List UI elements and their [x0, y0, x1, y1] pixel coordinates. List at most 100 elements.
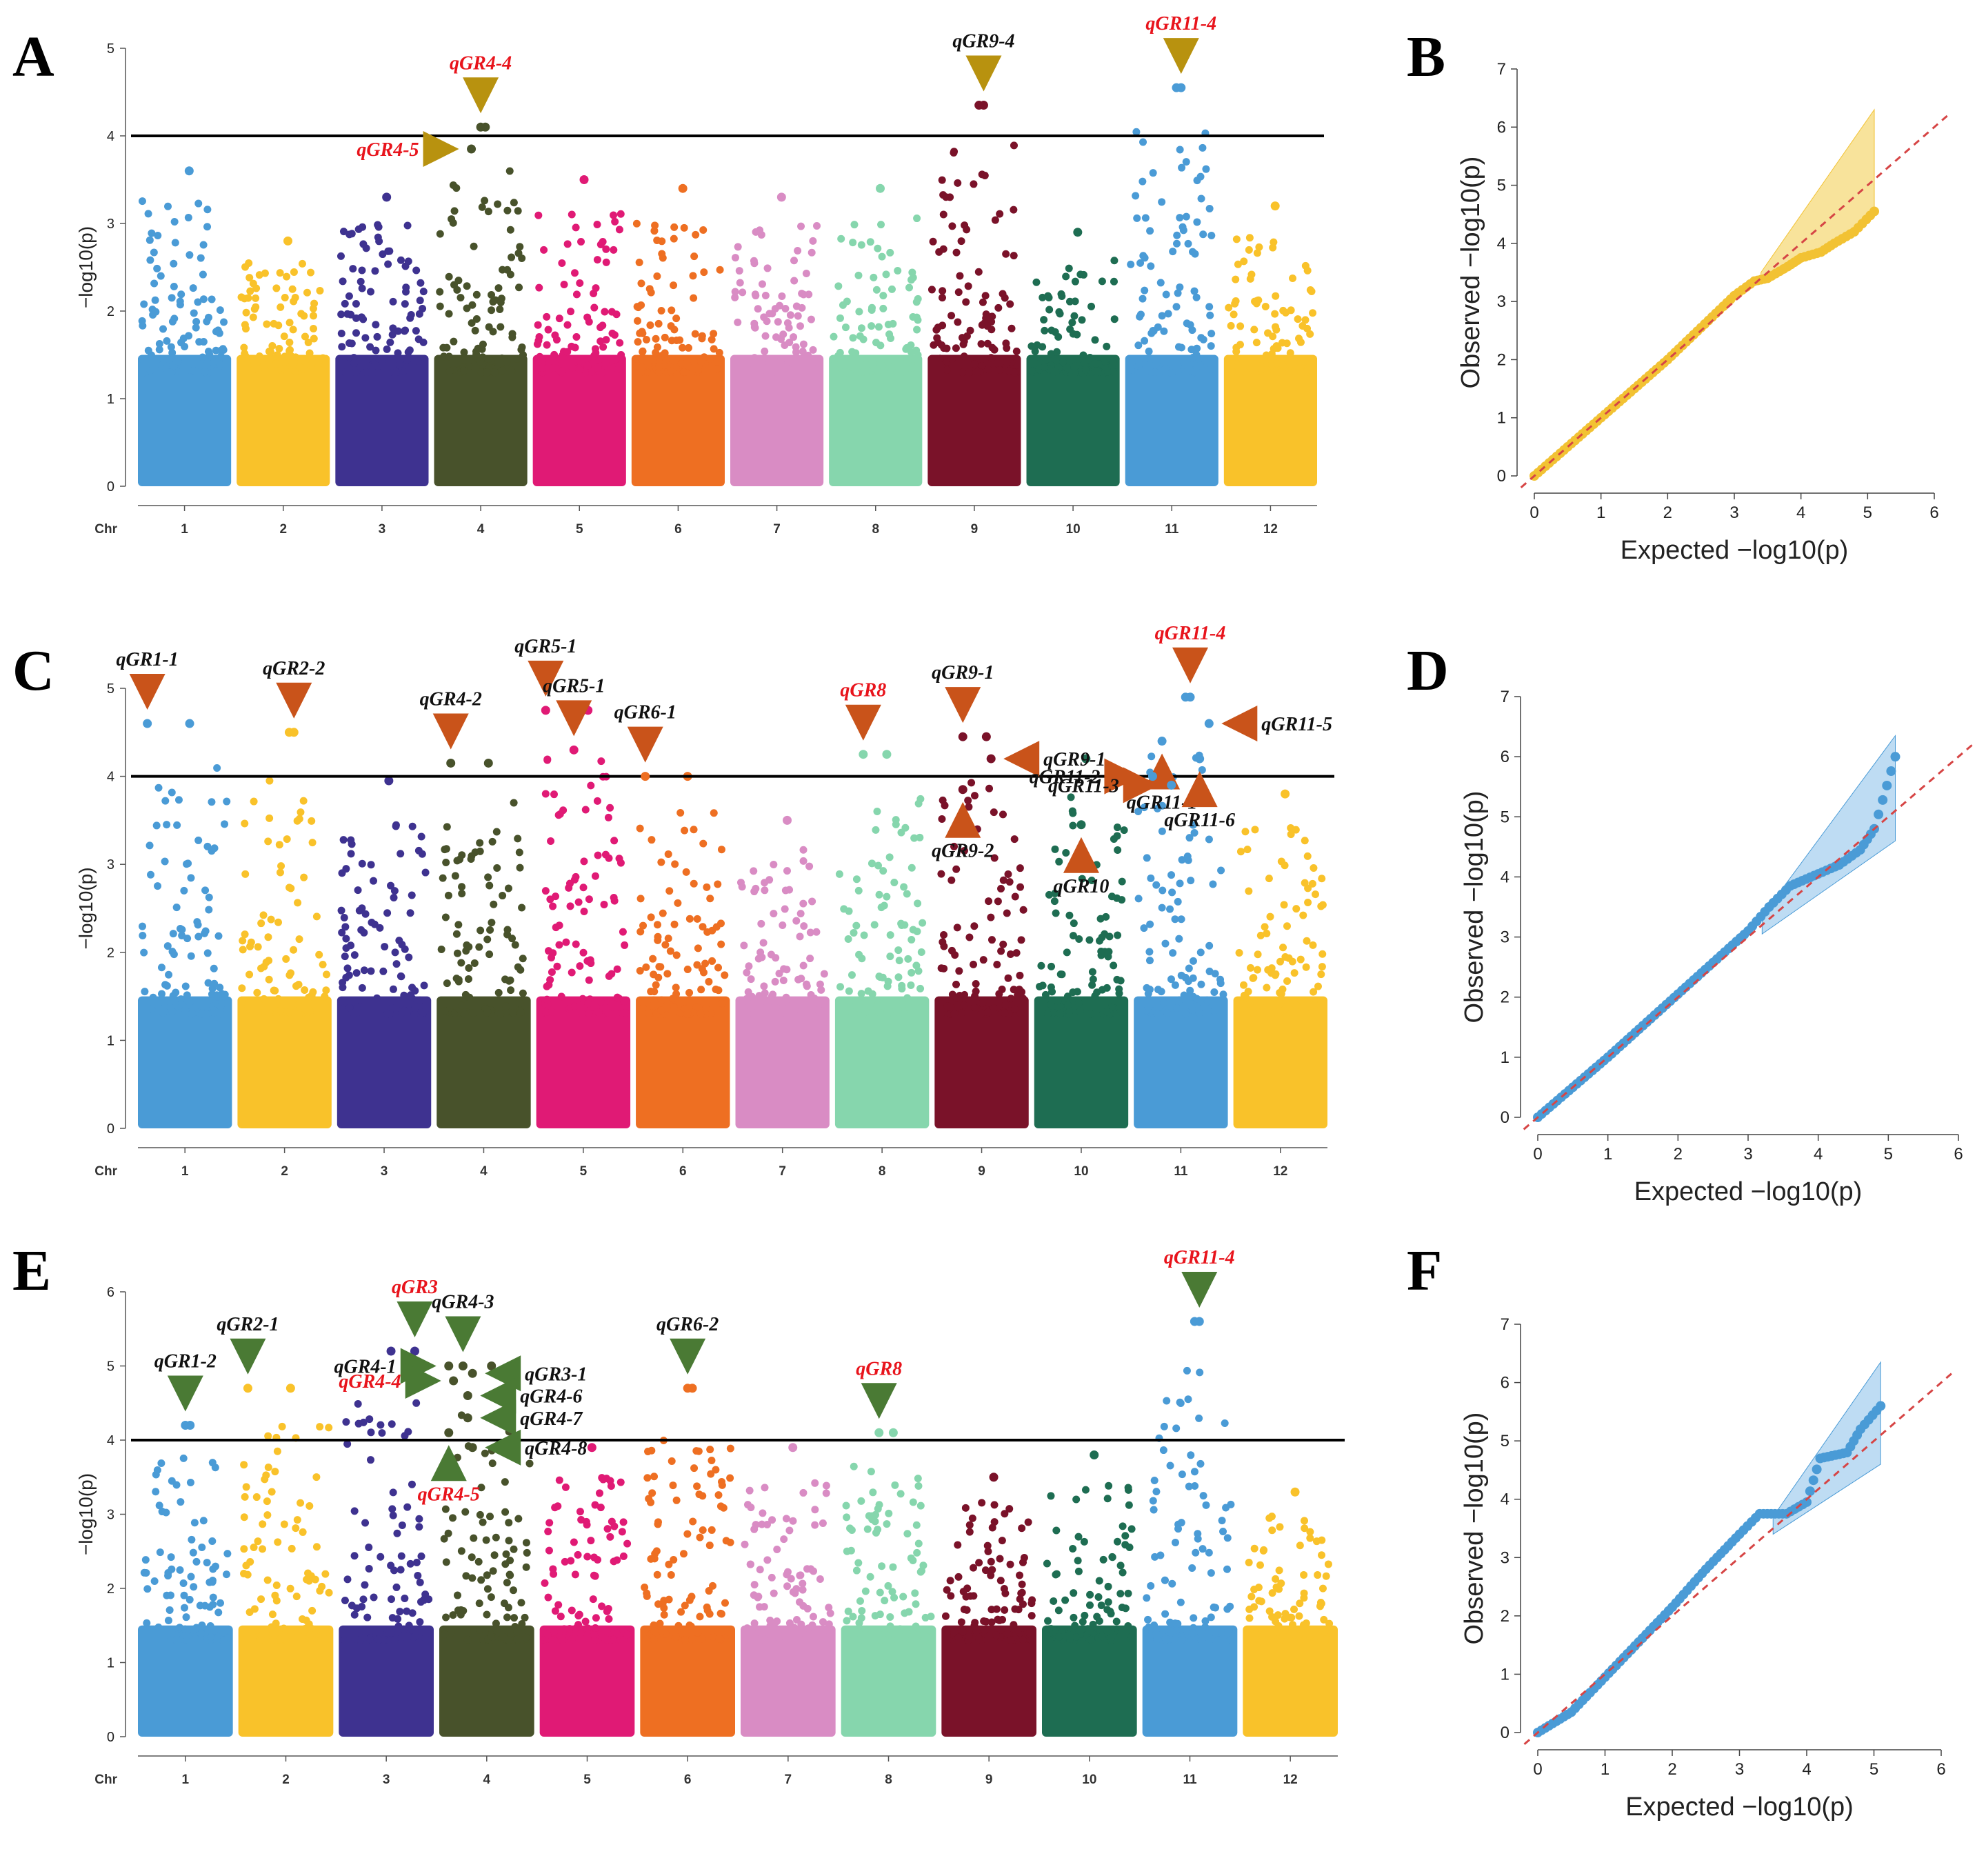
snp-point: [1163, 1008, 1172, 1017]
snp-point: [388, 1420, 396, 1428]
snp-point: [938, 176, 946, 184]
snp-point: [223, 797, 231, 806]
snp-point: [1076, 1007, 1084, 1015]
snp-point: [1144, 1003, 1152, 1011]
snp-point: [265, 814, 274, 822]
snp-point: [1272, 342, 1281, 350]
snp-point: [981, 1626, 989, 1635]
snp-point: [549, 902, 557, 910]
snp-point: [417, 1552, 425, 1560]
snp-point: [1105, 932, 1114, 941]
snp-point: [252, 1626, 261, 1634]
snp-point: [1306, 1534, 1314, 1542]
qtl-peak-point-qGR4-6: [463, 1391, 472, 1400]
snp-point: [874, 323, 883, 331]
snp-point: [525, 1459, 534, 1468]
snp-point: [825, 1604, 833, 1612]
snp-point: [1296, 1599, 1304, 1608]
snp-point: [276, 868, 284, 877]
snp-point: [1272, 1583, 1281, 1591]
snp-point: [274, 995, 283, 1003]
snp-point: [148, 1005, 156, 1013]
snp-point: [517, 1008, 525, 1016]
snp-point: [343, 310, 352, 318]
snp-point: [252, 1493, 261, 1501]
snp-point: [222, 1570, 230, 1579]
snp-point: [460, 366, 468, 375]
snp-point: [146, 236, 154, 244]
qq-x-tick-label: 4: [1802, 1760, 1811, 1779]
snp-point: [1152, 881, 1161, 889]
snp-point: [811, 1521, 819, 1529]
snp-point: [154, 355, 162, 363]
snp-point: [1272, 323, 1280, 331]
snp-point: [789, 997, 797, 1005]
snp-point: [219, 1628, 228, 1637]
snp-point: [639, 921, 648, 930]
snp-point: [1279, 944, 1287, 952]
snp-point: [852, 875, 861, 884]
snp-point: [216, 984, 224, 992]
snp-point: [189, 284, 197, 292]
snp-point: [1104, 1598, 1112, 1606]
snp-point: [708, 957, 716, 965]
snp-point: [1018, 1524, 1026, 1533]
snp-point: [759, 939, 768, 947]
snp-point: [610, 211, 618, 219]
qq-y-tick-label: 6: [1501, 748, 1509, 766]
snp-point: [957, 1618, 965, 1626]
snp-point: [1178, 163, 1186, 172]
snp-point: [325, 1588, 333, 1597]
snp-point: [1256, 1561, 1264, 1569]
snp-point: [365, 1635, 374, 1643]
snp-point: [352, 300, 360, 308]
snp-point: [792, 348, 800, 357]
snp-point: [489, 298, 497, 306]
snp-point: [150, 248, 158, 257]
qq-x-tick-label: 4: [1814, 1145, 1823, 1164]
y-tick-label: 2: [107, 304, 114, 319]
snp-point: [645, 285, 654, 293]
snp-point: [502, 1002, 510, 1010]
snp-point: [736, 279, 744, 287]
snp-point: [213, 764, 221, 772]
snp-point: [362, 1628, 370, 1636]
snp-point: [1245, 234, 1254, 242]
snp-point: [1051, 845, 1059, 853]
snp-point: [1227, 321, 1235, 330]
snp-point: [138, 197, 146, 206]
snp-point: [1146, 355, 1154, 363]
snp-point: [1183, 852, 1192, 861]
snp-point: [971, 1619, 979, 1627]
snp-point: [909, 312, 917, 321]
snp-point: [412, 266, 421, 275]
snp-point: [250, 1544, 258, 1552]
snp-point: [166, 356, 174, 364]
snp-point: [855, 950, 863, 959]
snp-point: [514, 207, 522, 215]
snp-point: [1108, 1553, 1116, 1561]
snp-point: [458, 883, 466, 891]
snp-point: [372, 321, 380, 329]
snp-point: [741, 1008, 749, 1016]
snp-point: [890, 878, 899, 886]
snp-point: [1103, 1008, 1111, 1016]
snp-point: [257, 919, 265, 928]
snp-point: [1232, 348, 1241, 356]
snp-point: [242, 325, 250, 333]
snp-point: [1104, 1582, 1112, 1590]
snp-point: [1068, 319, 1076, 327]
snp-point: [1178, 1635, 1186, 1644]
snp-point: [248, 1635, 257, 1644]
snp-point: [807, 991, 815, 999]
snp-point: [1184, 1395, 1192, 1404]
snp-point: [978, 1499, 986, 1507]
snp-point: [481, 197, 489, 205]
snp-point: [352, 329, 360, 337]
snp-point: [216, 306, 224, 315]
snp-point: [208, 1537, 217, 1546]
snp-point: [941, 801, 949, 810]
snp-point: [259, 1520, 267, 1528]
snp-point: [754, 305, 762, 313]
snp-point: [238, 984, 246, 992]
